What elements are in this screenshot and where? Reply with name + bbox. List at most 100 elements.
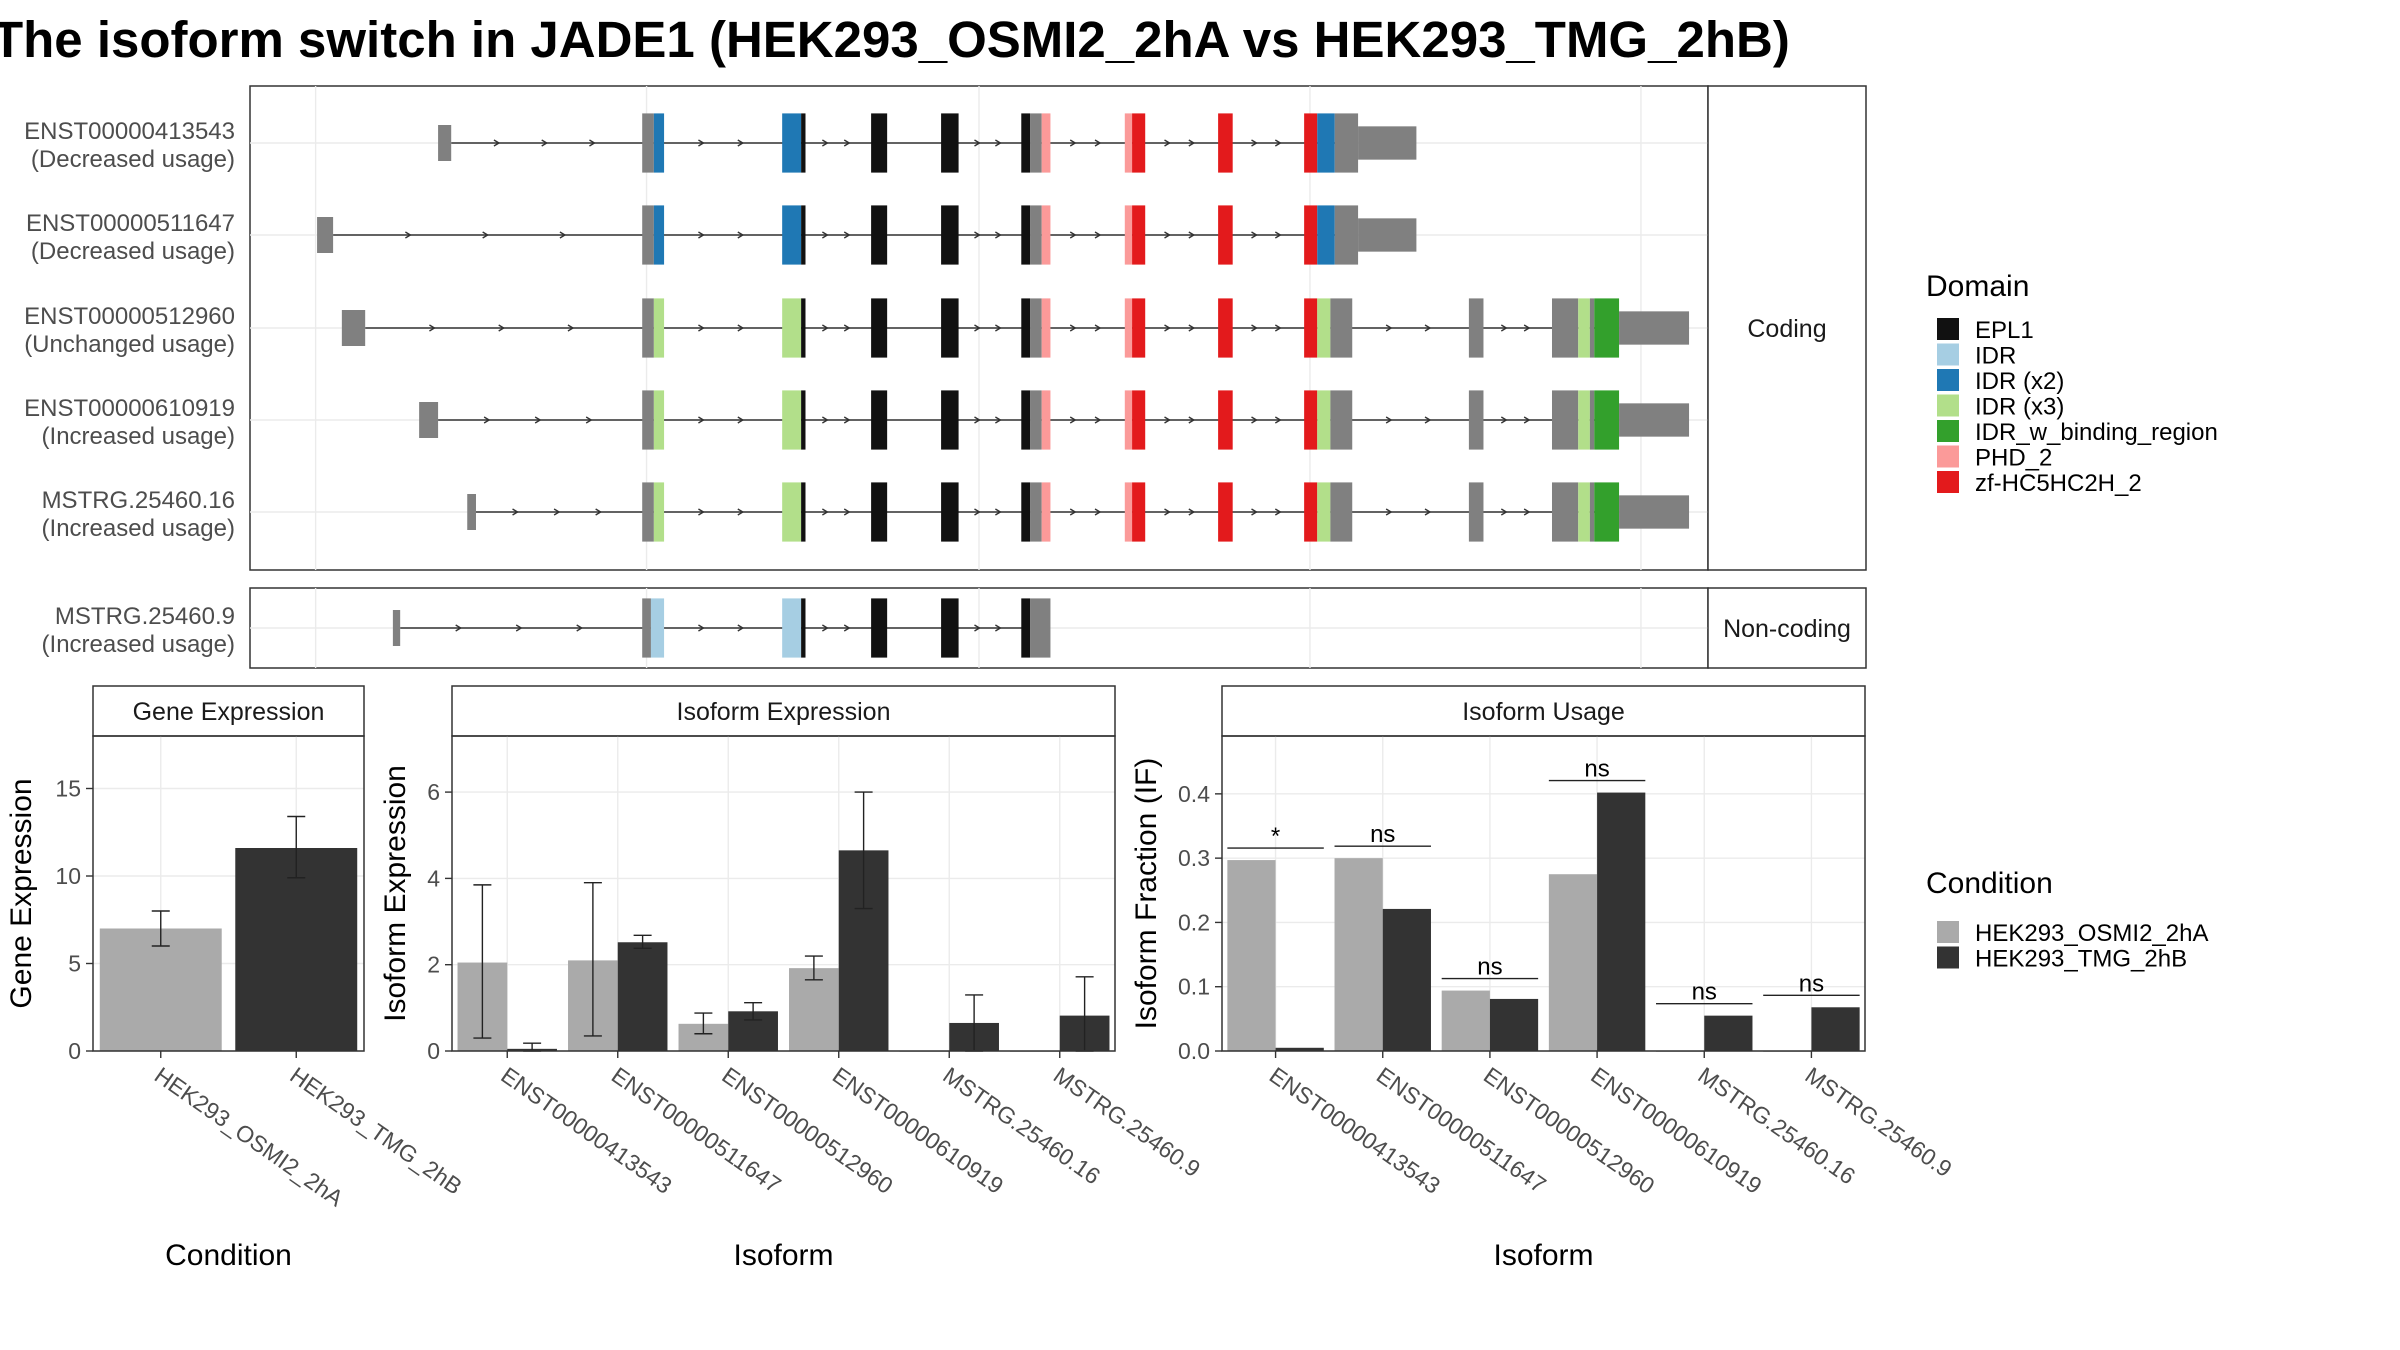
intron-arrow [455, 624, 463, 632]
bar [617, 942, 668, 1051]
transcript-usage-label: (Unchanged usage) [24, 331, 235, 358]
utr-exon [392, 610, 401, 646]
significance-label: * [1271, 823, 1280, 850]
utr-exon [419, 402, 439, 438]
intron-arrow [483, 416, 491, 424]
domain-legend-label: EPL1 [1975, 317, 2034, 344]
significance-label: ns [1370, 821, 1395, 848]
domain-exon [653, 205, 665, 265]
panel-strip-title: Isoform Usage [1462, 698, 1625, 726]
intron-arrow [1274, 231, 1282, 239]
intron-arrow [995, 139, 1002, 147]
intron-arrow [698, 324, 705, 332]
domain-exon [1041, 390, 1051, 450]
exon [642, 482, 654, 542]
y-tick-label: 15 [55, 776, 81, 802]
transcript-usage-label: (Decreased usage) [31, 238, 235, 265]
domain-legend-label: IDR (x2) [1975, 368, 2064, 395]
domain-exon [801, 205, 806, 265]
intron-arrow [822, 508, 829, 516]
panel-strip-title: Gene Expression [133, 698, 325, 726]
intron-arrow [595, 508, 603, 516]
intron-arrow [515, 624, 523, 632]
significance-label: ns [1584, 756, 1609, 783]
intron-arrow [1069, 139, 1077, 147]
intron-arrow [737, 139, 745, 147]
y-tick-label: 0 [68, 1038, 81, 1064]
intron-arrow [822, 139, 829, 147]
exon [1619, 495, 1690, 529]
domain-exon [1021, 598, 1031, 658]
domain-exon [941, 390, 959, 450]
x-axis-label: Isoform [1493, 1239, 1593, 1272]
exon [642, 113, 654, 173]
intron-arrow [1523, 416, 1531, 424]
intron-arrow [737, 324, 745, 332]
intron-arrow [585, 416, 593, 424]
isoform-expression-chart: Isoform Expression0246ENST00000413543ENS… [379, 685, 1205, 1272]
domain-exon [1021, 390, 1031, 450]
transcript-usage-label: (Decreased usage) [31, 146, 235, 173]
domain-exon [1317, 298, 1331, 358]
y-tick-label: 0.2 [1178, 909, 1210, 935]
domain-exon [801, 598, 806, 658]
domain-exon [1594, 390, 1620, 450]
domain-exon [871, 113, 888, 173]
bar [1334, 858, 1383, 1051]
domain-legend-label: PHD_2 [1975, 445, 2052, 472]
domain-exon [1021, 298, 1031, 358]
intron-arrow [1188, 416, 1196, 424]
exon [1551, 482, 1579, 542]
panel-border [92, 735, 365, 1052]
y-axis-label: Isoform Fraction (IF) [1130, 758, 1163, 1030]
intron-arrow [589, 139, 596, 147]
domain-exon [1021, 482, 1031, 542]
exon [1589, 482, 1595, 542]
domain-exon [1317, 482, 1331, 542]
domain-legend-label: IDR_w_binding_region [1975, 419, 2218, 446]
y-tick-label: 0.1 [1178, 974, 1210, 1000]
utr-exon [467, 494, 476, 530]
domain-exon [650, 598, 665, 658]
intron-arrow [1069, 324, 1077, 332]
intron-arrow [843, 508, 851, 516]
bar [235, 848, 358, 1051]
intron-arrow [1424, 508, 1432, 516]
exon [1030, 205, 1042, 265]
intron-arrow [995, 231, 1002, 239]
intron-arrow [1251, 231, 1258, 239]
intron-arrow [1164, 139, 1171, 147]
domain-legend-label: IDR [1975, 343, 2016, 370]
intron-arrow [1188, 231, 1196, 239]
transcript-id-label: ENST00000610919 [24, 395, 235, 422]
transcript-id-label: MSTRG.25460.16 [42, 487, 235, 514]
intron-arrow [1094, 231, 1102, 239]
intron-arrow [1500, 416, 1508, 424]
intron-arrow [974, 231, 981, 239]
intron-arrow [995, 508, 1002, 516]
intron-arrow [822, 624, 829, 632]
intron-arrow [822, 231, 829, 239]
intron-arrow [1188, 324, 1196, 332]
intron-arrow [1188, 139, 1196, 147]
domain-exon [1218, 205, 1233, 265]
intron-arrow [1500, 508, 1508, 516]
domain-exon [1041, 298, 1051, 358]
exon [1468, 298, 1484, 358]
exon [1468, 390, 1484, 450]
transcript-id-label: MSTRG.25460.9 [55, 603, 235, 630]
y-tick-label: 4 [427, 865, 440, 891]
domain-exon [871, 390, 888, 450]
intron-arrow [843, 139, 851, 147]
intron-arrow [1251, 508, 1258, 516]
domain-exon [1317, 390, 1331, 450]
figure-title: The isoform switch in JADE1 (HEK293_OSMI… [0, 11, 1790, 68]
domain-exon [1304, 298, 1318, 358]
domain-exon [1218, 298, 1233, 358]
exon [1619, 311, 1690, 345]
exon [642, 598, 651, 658]
domain-exon [1578, 298, 1590, 358]
exon [642, 298, 654, 358]
exon [1030, 298, 1042, 358]
